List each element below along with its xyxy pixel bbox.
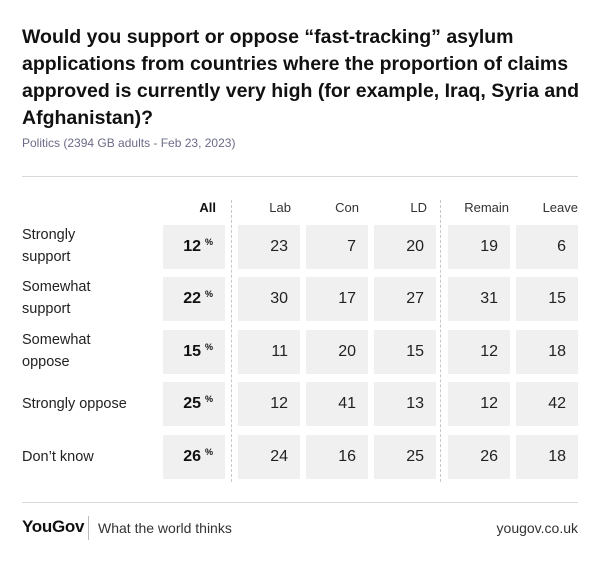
table-cell-con: 16 <box>306 435 368 479</box>
cell-value: 27 <box>406 290 424 307</box>
row-label: Don’t know <box>22 449 94 465</box>
cell-value: 26 <box>480 448 498 465</box>
cell-value: 22 <box>183 290 201 307</box>
table-cell-remain: 19 <box>448 225 510 269</box>
cell-value: 41 <box>338 395 356 412</box>
column-header-leave: Leave <box>542 200 578 215</box>
cell-value: 20 <box>406 238 424 255</box>
cell-value: 17 <box>338 290 356 307</box>
table-cell-leave: 18 <box>516 330 578 374</box>
cell-value: 20 <box>338 343 356 360</box>
table-cell-leave: 42 <box>516 382 578 426</box>
cell-value: 7 <box>347 238 356 255</box>
cell-value: 30 <box>270 290 288 307</box>
chart-title: Would you support or oppose “fast-tracki… <box>22 26 580 129</box>
column-header-ld: LD <box>410 200 427 215</box>
cell-value: 24 <box>270 448 288 465</box>
cell-value: 42 <box>548 395 566 412</box>
cell-value: 18 <box>548 448 566 465</box>
percent-sign: % <box>204 447 213 457</box>
cell-value: 13 <box>406 395 424 412</box>
cell-value: 26 <box>183 448 201 465</box>
table-cell-all: 12% <box>163 225 225 269</box>
table-cell-all: 25% <box>163 382 225 426</box>
table-cell-lab: 11 <box>238 330 300 374</box>
chart-subtitle: Politics (2394 GB adults - Feb 23, 2023) <box>22 136 236 150</box>
table-cell-leave: 6 <box>516 225 578 269</box>
cell-value: 31 <box>480 290 498 307</box>
column-header-con: Con <box>335 200 359 215</box>
cell-value: 12 <box>480 343 498 360</box>
percent-sign: % <box>204 342 213 352</box>
cell-value: 25 <box>406 448 424 465</box>
table-cell-ld: 13 <box>374 382 436 426</box>
row-label: Strongly oppose <box>22 396 127 412</box>
percent-sign: % <box>204 394 213 404</box>
table-cell-leave: 18 <box>516 435 578 479</box>
table-cell-ld: 20 <box>374 225 436 269</box>
cell-value: 18 <box>548 343 566 360</box>
cell-value: 12 <box>183 238 201 255</box>
table-cell-remain: 12 <box>448 382 510 426</box>
table-cell-con: 17 <box>306 277 368 321</box>
row-label: Strongly support <box>22 227 76 265</box>
cell-value: 11 <box>271 343 288 360</box>
column-header-lab: Lab <box>269 200 291 215</box>
footer-tagline: What the world thinks <box>98 520 232 536</box>
table-cell-con: 7 <box>306 225 368 269</box>
table-cell-remain: 26 <box>448 435 510 479</box>
bottom-divider <box>22 502 578 503</box>
table-cell-ld: 27 <box>374 277 436 321</box>
table-cell-all: 15% <box>163 330 225 374</box>
table-cell-lab: 24 <box>238 435 300 479</box>
row-label: Somewhat support <box>22 279 91 317</box>
footer-divider <box>88 516 89 540</box>
table-cell-leave: 15 <box>516 277 578 321</box>
cell-value: 19 <box>480 238 498 255</box>
table-cell-remain: 12 <box>448 330 510 374</box>
table-cell-all: 26% <box>163 435 225 479</box>
table-cell-lab: 30 <box>238 277 300 321</box>
table-cell-con: 20 <box>306 330 368 374</box>
table-cell-con: 41 <box>306 382 368 426</box>
cell-value: 25 <box>183 395 201 412</box>
table-cell-lab: 23 <box>238 225 300 269</box>
percent-sign: % <box>204 289 213 299</box>
cell-value: 16 <box>338 448 356 465</box>
table-cell-lab: 12 <box>238 382 300 426</box>
cell-value: 15 <box>406 343 424 360</box>
cell-value: 6 <box>557 238 566 255</box>
top-divider <box>22 176 578 177</box>
column-separator <box>231 200 232 482</box>
yougov-logo[interactable]: YouGov <box>22 517 85 536</box>
cell-value: 15 <box>183 343 201 360</box>
table-cell-all: 22% <box>163 277 225 321</box>
cell-value: 15 <box>548 290 566 307</box>
column-separator <box>440 200 441 482</box>
footer-site-link[interactable]: yougov.co.uk <box>496 520 578 536</box>
column-header-remain: Remain <box>464 200 509 215</box>
table-cell-ld: 25 <box>374 435 436 479</box>
table-cell-remain: 31 <box>448 277 510 321</box>
cell-value: 23 <box>270 238 288 255</box>
column-header-all: All <box>199 200 216 215</box>
cell-value: 12 <box>480 395 498 412</box>
cell-value: 12 <box>270 395 288 412</box>
percent-sign: % <box>204 237 213 247</box>
table-cell-ld: 15 <box>374 330 436 374</box>
row-label: Somewhat oppose <box>22 332 91 370</box>
